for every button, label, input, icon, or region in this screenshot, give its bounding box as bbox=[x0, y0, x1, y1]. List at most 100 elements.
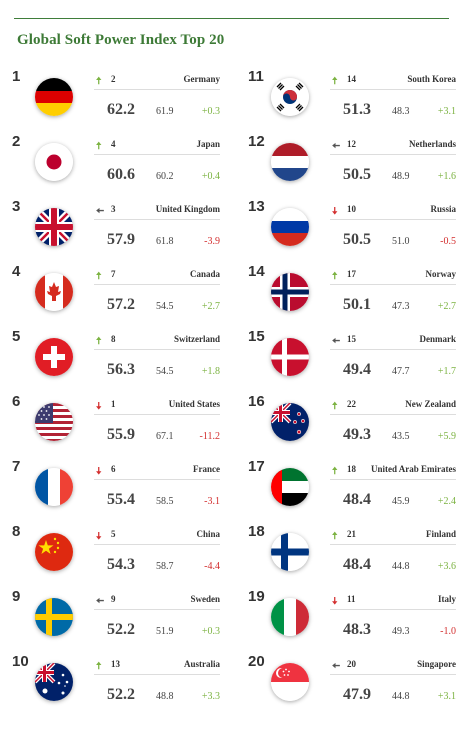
previous-rank: 20 bbox=[347, 659, 356, 669]
entry-header: 🠄 20 Singapore bbox=[330, 659, 456, 673]
score-value: 52.2 bbox=[107, 621, 135, 638]
separator bbox=[330, 609, 456, 610]
previous-rank: 9 bbox=[111, 594, 116, 604]
trend-same-icon: 🠄 bbox=[332, 336, 341, 347]
entry-header: 🠅 8 Switzerland bbox=[94, 334, 220, 348]
entry-header: 🠅 17 Norway bbox=[330, 269, 456, 283]
entry-info: 🠇 5 China 54.3 58.7 -4.4 bbox=[94, 523, 220, 585]
rank-number: 3 bbox=[12, 198, 21, 215]
france-flag-icon bbox=[35, 468, 73, 506]
previous-score: 61.9 bbox=[156, 106, 174, 117]
score-change: +0.3 bbox=[201, 106, 220, 117]
entry-header: 🠇 5 China bbox=[94, 529, 220, 543]
trend-up-icon: 🠅 bbox=[332, 401, 338, 412]
previous-score: 60.2 bbox=[156, 171, 174, 182]
entry-info: 🠄 3 United Kingdom 57.9 61.8 -3.9 bbox=[94, 198, 220, 260]
singapore-flag-icon bbox=[271, 663, 309, 701]
entry-info: 🠅 4 Japan 60.6 60.2 +0.4 bbox=[94, 133, 220, 195]
sweden-flag-icon bbox=[35, 598, 73, 636]
trend-up-icon: 🠅 bbox=[96, 141, 102, 152]
rank-number: 4 bbox=[12, 263, 21, 280]
switzerland-flag-icon bbox=[35, 338, 73, 376]
separator bbox=[94, 154, 220, 155]
china-flag-icon bbox=[35, 533, 73, 571]
entry-info: 🠇 6 France 55.4 58.5 -3.1 bbox=[94, 458, 220, 520]
rank-number: 6 bbox=[12, 393, 21, 410]
score-value: 62.2 bbox=[107, 101, 135, 118]
rank-number: 9 bbox=[12, 588, 21, 605]
score-change: +5.9 bbox=[437, 431, 456, 442]
country-name: Russia bbox=[430, 204, 456, 214]
ranking-entry: 11 🠅 14 South Korea 51.3 48.3 +3.1 bbox=[248, 68, 460, 133]
previous-rank: 7 bbox=[111, 269, 116, 279]
entry-info: 🠅 21 Finland 48.4 44.8 +3.6 bbox=[330, 523, 456, 585]
previous-score: 54.5 bbox=[156, 301, 174, 312]
rank-number: 1 bbox=[12, 68, 21, 85]
trend-up-icon: 🠅 bbox=[96, 336, 102, 347]
previous-score: 48.8 bbox=[156, 691, 174, 702]
score-value: 50.1 bbox=[343, 296, 371, 313]
rank-number: 11 bbox=[248, 68, 264, 85]
rank-number: 16 bbox=[248, 393, 265, 410]
trend-up-icon: 🠅 bbox=[96, 661, 102, 672]
previous-score: 45.9 bbox=[392, 496, 410, 507]
separator bbox=[94, 349, 220, 350]
score-value: 47.9 bbox=[343, 686, 371, 703]
entry-info: 🠅 13 Australia 52.2 48.8 +3.3 bbox=[94, 653, 220, 715]
entry-header: 🠅 13 Australia bbox=[94, 659, 220, 673]
rank-number: 10 bbox=[12, 653, 29, 670]
previous-score: 61.8 bbox=[156, 236, 174, 247]
score-value: 49.4 bbox=[343, 361, 371, 378]
entry-info: 🠄 12 Netherlands 50.5 48.9 +1.6 bbox=[330, 133, 456, 195]
trend-up-icon: 🠅 bbox=[332, 76, 338, 87]
entry-info: 🠄 15 Denmark 49.4 47.7 +1.7 bbox=[330, 328, 456, 390]
country-name: Singapore bbox=[417, 659, 456, 669]
score-change: +2.4 bbox=[437, 496, 456, 507]
trend-down-icon: 🠇 bbox=[332, 206, 338, 217]
country-name: Sweden bbox=[190, 594, 220, 604]
italy-flag-icon bbox=[271, 598, 309, 636]
ranking-entry: 1 🠅 2 Germany 62.2 61.9 +0.3 bbox=[12, 68, 224, 133]
separator bbox=[94, 544, 220, 545]
trend-same-icon: 🠄 bbox=[332, 661, 341, 672]
separator bbox=[94, 609, 220, 610]
netherlands-flag-icon bbox=[271, 143, 309, 181]
country-name: Finland bbox=[425, 529, 456, 539]
entry-header: 🠅 2 Germany bbox=[94, 74, 220, 88]
previous-score: 44.8 bbox=[392, 691, 410, 702]
ranking-entry: 20 🠄 20 Singapore 47.9 44.8 +3.1 bbox=[248, 653, 460, 718]
score-change: +2.7 bbox=[437, 301, 456, 312]
rank-number: 17 bbox=[248, 458, 265, 475]
score-value: 57.9 bbox=[107, 231, 135, 248]
previous-rank: 5 bbox=[111, 529, 116, 539]
entry-info: 🠅 8 Switzerland 56.3 54.5 +1.8 bbox=[94, 328, 220, 390]
ranking-column-left: 1 🠅 2 Germany 62.2 61.9 +0.3 2 🠅 4 Japan 60.6 60.2 +0… bbox=[12, 68, 224, 718]
rank-number: 20 bbox=[248, 653, 265, 670]
south-korea-flag-icon bbox=[271, 78, 309, 116]
separator bbox=[94, 284, 220, 285]
previous-score: 51.9 bbox=[156, 626, 174, 637]
ranking-entry: 8 🠇 5 China 54.3 58.7 -4.4 bbox=[12, 523, 224, 588]
separator bbox=[330, 674, 456, 675]
country-name: South Korea bbox=[407, 74, 456, 84]
previous-score: 67.1 bbox=[156, 431, 174, 442]
country-name: United Arab Emirates bbox=[371, 464, 456, 474]
trend-down-icon: 🠇 bbox=[332, 596, 338, 607]
separator bbox=[330, 219, 456, 220]
ranking-entry: 4 🠅 7 Canada 57.2 54.5 +2.7 bbox=[12, 263, 224, 328]
score-value: 55.9 bbox=[107, 426, 135, 443]
score-value: 48.3 bbox=[343, 621, 371, 638]
separator bbox=[94, 219, 220, 220]
top-rule bbox=[14, 18, 449, 19]
entry-header: 🠇 6 France bbox=[94, 464, 220, 478]
entry-header: 🠇 10 Russia bbox=[330, 204, 456, 218]
japan-flag-icon bbox=[35, 143, 73, 181]
rank-number: 5 bbox=[12, 328, 21, 345]
entry-info: 🠄 20 Singapore 47.9 44.8 +3.1 bbox=[330, 653, 456, 715]
previous-score: 51.0 bbox=[392, 236, 410, 247]
ranking-entry: 13 🠇 10 Russia 50.5 51.0 -0.5 bbox=[248, 198, 460, 263]
country-name: China bbox=[196, 529, 220, 539]
trend-up-icon: 🠅 bbox=[332, 271, 338, 282]
rank-number: 13 bbox=[248, 198, 265, 215]
denmark-flag-icon bbox=[271, 338, 309, 376]
